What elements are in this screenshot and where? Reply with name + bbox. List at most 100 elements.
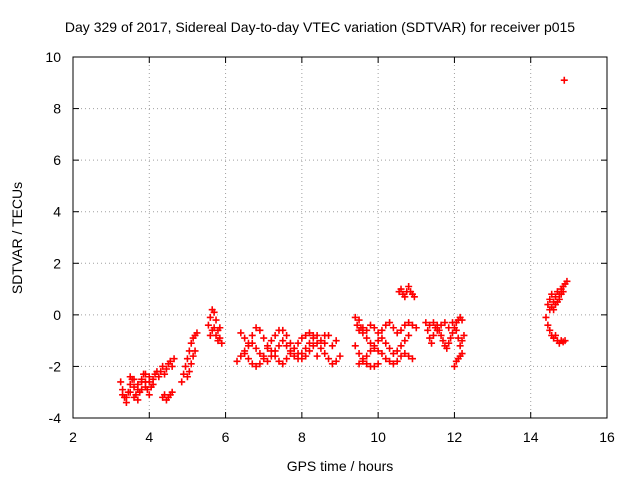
data-point	[283, 331, 291, 339]
data-point	[405, 331, 413, 339]
data-point	[386, 344, 394, 352]
data-point	[552, 331, 560, 339]
data-point	[267, 347, 275, 355]
data-point	[149, 380, 157, 388]
data-point	[332, 337, 340, 345]
data-point	[355, 326, 363, 334]
y-tick-label: 8	[53, 101, 61, 117]
data-point	[397, 326, 405, 334]
chart-title: Day 329 of 2017, Sidereal Day-to-day VTE…	[64, 19, 576, 35]
data-point	[397, 352, 405, 360]
data-point	[382, 321, 390, 329]
data-point	[389, 350, 397, 358]
data-point	[218, 339, 226, 347]
data-point	[546, 326, 554, 334]
data-point	[145, 373, 153, 381]
data-point	[298, 355, 306, 363]
data-point	[559, 288, 567, 296]
data-point	[542, 313, 550, 321]
data-point	[363, 360, 371, 368]
data-point	[126, 380, 134, 388]
data-point	[134, 380, 142, 388]
data-point	[212, 331, 220, 339]
data-point	[302, 352, 310, 360]
data-point	[298, 334, 306, 342]
data-point	[252, 344, 260, 352]
data-point	[439, 337, 447, 345]
data-point	[256, 360, 264, 368]
data-point	[393, 347, 401, 355]
data-point	[370, 362, 378, 370]
data-point	[437, 331, 445, 339]
data-point	[428, 339, 436, 347]
grid-lines	[73, 57, 607, 418]
data-point	[138, 375, 146, 383]
data-point	[355, 350, 363, 358]
data-point	[216, 324, 224, 332]
data-point	[429, 331, 437, 339]
data-point	[370, 342, 378, 350]
data-point	[166, 357, 174, 365]
data-point	[313, 339, 321, 347]
data-point	[433, 326, 441, 334]
data-point	[401, 321, 409, 329]
data-point	[317, 344, 325, 352]
y-axis-label: SDTVAR / TECUs	[9, 181, 25, 295]
data-point	[264, 357, 272, 365]
data-point	[193, 329, 201, 337]
data-point	[370, 324, 378, 332]
data-point	[248, 360, 256, 368]
data-point	[294, 339, 302, 347]
data-point	[401, 293, 409, 301]
data-point	[405, 282, 413, 290]
data-point	[454, 334, 462, 342]
data-point	[138, 386, 146, 394]
data-point	[256, 350, 264, 358]
data-point	[382, 355, 390, 363]
data-point	[450, 362, 458, 370]
data-point	[302, 344, 310, 352]
data-point	[170, 355, 178, 363]
data-point	[180, 370, 188, 378]
data-point	[134, 396, 142, 404]
data-point	[286, 350, 294, 358]
data-point	[401, 350, 409, 358]
data-point	[355, 360, 363, 368]
data-point	[336, 352, 344, 360]
data-point	[563, 277, 571, 285]
axis-ticks	[72, 56, 608, 419]
data-point	[321, 350, 329, 358]
data-point	[185, 368, 193, 376]
data-point	[367, 321, 375, 329]
data-point	[405, 352, 413, 360]
y-tick-label: 0	[53, 307, 61, 323]
data-point	[241, 350, 249, 358]
data-point	[161, 370, 169, 378]
data-point	[210, 308, 218, 316]
x-tick-label: 2	[69, 429, 77, 445]
data-point	[130, 383, 138, 391]
data-point	[117, 378, 125, 386]
x-tick-labels: 2 4 6 8 10 12 14 16	[69, 429, 615, 445]
data-point	[405, 319, 413, 327]
data-point	[393, 357, 401, 365]
data-point	[443, 344, 451, 352]
data-point	[386, 357, 394, 365]
data-point	[544, 301, 552, 309]
data-point	[244, 355, 252, 363]
data-point	[424, 326, 432, 334]
data-points	[117, 76, 571, 407]
data-point	[214, 337, 222, 345]
data-point	[452, 326, 460, 334]
data-point	[408, 321, 416, 329]
data-point	[374, 337, 382, 345]
data-point	[363, 334, 371, 342]
x-tick-label: 4	[145, 429, 153, 445]
data-point	[351, 342, 359, 350]
data-point	[168, 388, 176, 396]
data-point	[302, 331, 310, 339]
data-point	[363, 326, 371, 334]
data-point	[267, 337, 275, 345]
data-point	[275, 357, 283, 365]
data-point	[290, 352, 298, 360]
